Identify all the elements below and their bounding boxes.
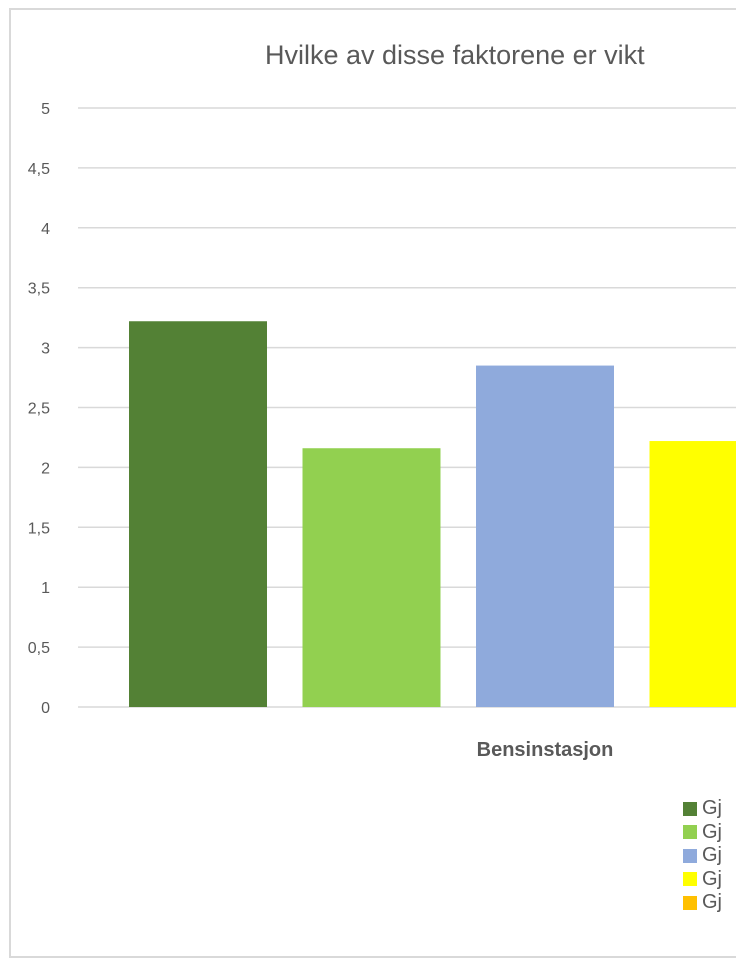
y-tick-label: 0 [41, 700, 50, 717]
legend-swatch [683, 872, 697, 886]
legend-label: Gj [702, 797, 722, 820]
legend-item: Gj [683, 891, 722, 915]
y-tick-label: 1 [41, 580, 50, 597]
y-tick-label: 4 [41, 221, 50, 238]
y-tick-label: 2 [41, 460, 50, 477]
bars [129, 321, 736, 707]
y-tick-label: 3,5 [28, 281, 50, 298]
x-axis-category-labels: Bensinstasjon [477, 739, 614, 761]
legend-swatch [683, 825, 697, 839]
y-tick-label: 4,5 [28, 161, 50, 178]
legend-swatch [683, 896, 697, 910]
y-tick-label: 1,5 [28, 520, 50, 537]
x-category-label: Bensinstasjon [477, 739, 614, 761]
bar [303, 448, 441, 707]
legend-item: Gj [683, 821, 722, 845]
legend-label: Gj [702, 844, 722, 867]
y-axis-tick-labels: 0 0,5 1 1,5 2 2,5 3 3,5 4 4,5 5 [28, 101, 50, 717]
legend-swatch [683, 849, 697, 863]
legend-swatch [683, 802, 697, 816]
y-tick-label: 5 [41, 101, 50, 118]
legend-label: Gj [702, 821, 722, 844]
y-tick-label: 3 [41, 341, 50, 358]
legend-label: Gj [702, 891, 722, 914]
legend-label: Gj [702, 868, 722, 891]
bar [129, 321, 267, 707]
bar [650, 441, 736, 707]
legend-item: Gj [683, 797, 722, 821]
legend-item: Gj [683, 868, 722, 892]
y-tick-label: 2,5 [28, 401, 50, 418]
legend-item: Gj [683, 844, 722, 868]
y-tick-label: 0,5 [28, 640, 50, 657]
bar [476, 366, 614, 707]
